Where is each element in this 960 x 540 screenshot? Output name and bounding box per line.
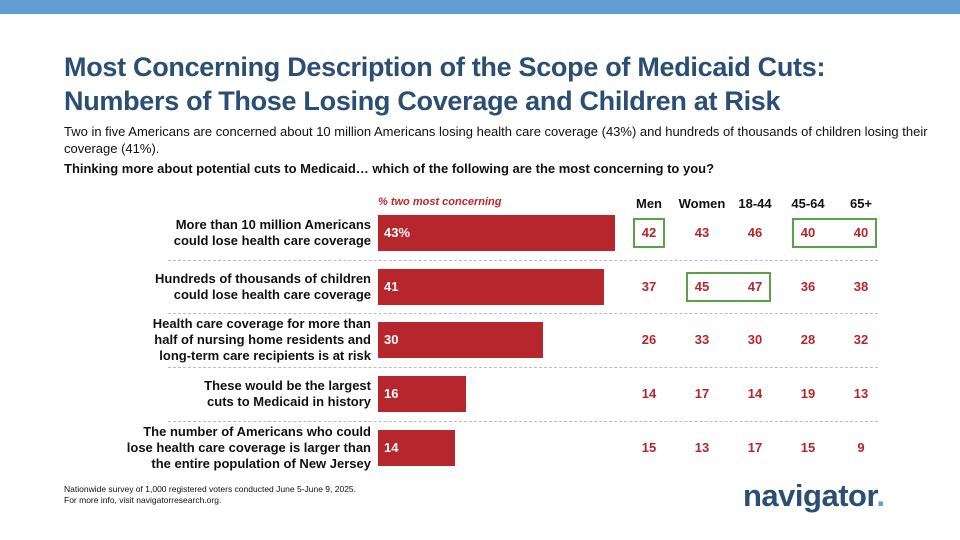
logo-dot: . xyxy=(876,478,885,513)
footnote: Nationwide survey of 1,000 registered vo… xyxy=(64,484,356,506)
bar xyxy=(378,376,466,412)
row-separator xyxy=(168,260,878,261)
column-header-65-: 65+ xyxy=(849,196,873,211)
category-label-line: The number of Americans who could xyxy=(143,424,371,439)
bar xyxy=(378,215,615,251)
page-title: Most Concerning Description of the Scope… xyxy=(64,50,924,118)
category-label: More than 10 million Americans could lose… xyxy=(90,217,371,249)
bar xyxy=(378,430,455,466)
footnote-line-1: Nationwide survey of 1,000 registered vo… xyxy=(64,484,357,494)
category-label-line: cuts to Medicaid in history xyxy=(207,394,371,409)
category-label-line: These would be the largest xyxy=(204,378,371,393)
bar-value-label: 16 xyxy=(384,386,399,401)
row-separator xyxy=(168,313,878,314)
category-label-line: long-term care recipients is at risk xyxy=(159,348,371,363)
highlight-box xyxy=(792,218,877,248)
table-cell: 17 xyxy=(747,440,763,455)
table-cell: 32 xyxy=(853,332,869,347)
chart-legend: % two most concerning xyxy=(378,196,502,208)
table-cell: 17 xyxy=(694,386,710,401)
category-label: These would be the largest cuts to Medica… xyxy=(90,378,371,410)
highlight-box xyxy=(686,272,771,302)
bar-value-label: 43% xyxy=(384,225,411,240)
table-cell: 13 xyxy=(694,440,710,455)
column-header-18-44: 18-44 xyxy=(738,196,772,211)
category-label-line: Hundreds of thousands of children xyxy=(155,271,371,286)
highlight-box xyxy=(633,218,665,248)
category-label-line: More than 10 million Americans xyxy=(175,217,371,232)
table-cell: 47 xyxy=(747,279,763,294)
bar xyxy=(378,322,543,358)
category-label-line: could lose health care coverage xyxy=(173,287,371,302)
bar-value-label: 14 xyxy=(384,440,399,455)
table-cell: 46 xyxy=(747,225,763,240)
category-label-line: Health care coverage for more than xyxy=(152,316,371,331)
table-cell: 9 xyxy=(857,440,865,455)
logo-text: navigator xyxy=(743,478,877,513)
category-label: Health care coverage for more than half o… xyxy=(90,316,371,364)
table-cell: 43 xyxy=(694,225,710,240)
bar-value-label: 30 xyxy=(384,332,399,347)
row-separator xyxy=(168,367,878,368)
category-label-line: the entire population of New Jersey xyxy=(151,456,371,471)
table-cell: 13 xyxy=(853,386,869,401)
table-cell: 15 xyxy=(800,440,816,455)
footnote-line-2: For more info, visit navigatorresearch.o… xyxy=(64,495,222,505)
table-cell: 36 xyxy=(800,279,816,294)
table-cell: 38 xyxy=(853,279,869,294)
category-label: The number of Americans who could lose he… xyxy=(90,424,371,472)
table-cell: 40 xyxy=(800,225,816,240)
table-cell: 14 xyxy=(747,386,763,401)
row-separator xyxy=(168,421,878,422)
survey-question: Thinking more about potential cuts to Me… xyxy=(64,161,715,176)
table-cell: 30 xyxy=(747,332,763,347)
table-cell: 45 xyxy=(694,279,710,294)
column-header-women: Women xyxy=(678,196,726,211)
table-cell: 15 xyxy=(641,440,657,455)
table-cell: 40 xyxy=(853,225,869,240)
table-cell: 28 xyxy=(800,332,816,347)
category-label: Hundreds of thousands of children could l… xyxy=(90,271,371,303)
column-header-45-64: 45-64 xyxy=(791,196,825,211)
bar xyxy=(378,269,604,305)
table-cell: 33 xyxy=(694,332,710,347)
column-header-men: Men xyxy=(636,196,662,211)
top-accent-bar xyxy=(0,0,960,14)
category-label-line: could lose health care coverage xyxy=(173,233,371,248)
category-label-line: lose health care coverage is larger than xyxy=(126,440,371,455)
table-cell: 19 xyxy=(800,386,816,401)
table-cell: 14 xyxy=(641,386,657,401)
title-line-2: Numbers of Those Losing Coverage and Chi… xyxy=(64,86,781,116)
category-label-line: half of nursing home residents and xyxy=(154,332,371,347)
table-cell: 42 xyxy=(641,225,657,240)
subtitle: Two in five Americans are concerned abou… xyxy=(64,124,928,156)
table-cell: 37 xyxy=(641,279,657,294)
title-line-1: Most Concerning Description of the Scope… xyxy=(64,52,826,82)
table-cell: 26 xyxy=(641,332,657,347)
navigator-logo: navigator. xyxy=(743,478,885,514)
bar-value-label: 41 xyxy=(384,279,399,294)
